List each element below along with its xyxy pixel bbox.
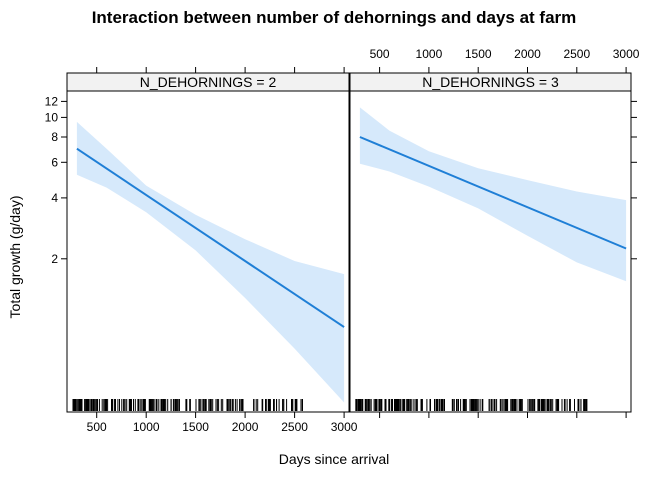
x-tick-label: 1500 [182, 420, 209, 434]
x-tick-label: 2000 [514, 47, 541, 61]
x-tick-label: 1000 [416, 47, 443, 61]
panel-frame [66, 72, 350, 413]
y-tick-label: 10 [45, 110, 59, 124]
x-tick-label: 2500 [563, 47, 590, 61]
x-tick-label: 2000 [232, 420, 259, 434]
confidence-band [76, 121, 345, 403]
y-tick-label: 8 [51, 130, 58, 144]
confidence-band [359, 107, 627, 282]
strip-label: N_DEHORNINGS = 3 [422, 74, 559, 90]
x-tick-label: 3000 [331, 420, 358, 434]
x-axis-label: Days since arrival [279, 451, 389, 467]
fit-line [76, 147, 345, 328]
y-tick-label: 4 [51, 191, 58, 205]
x-tick-label: 3000 [613, 47, 640, 61]
x-tick-label: 1000 [133, 420, 160, 434]
fit-line [359, 136, 627, 250]
y-tick-label: 6 [51, 155, 58, 169]
x-tick-label: 500 [370, 47, 390, 61]
x-tick-label: 1500 [465, 47, 492, 61]
x-tick-label: 2500 [281, 420, 308, 434]
strip-label: N_DEHORNINGS = 2 [140, 74, 277, 90]
x-tick-label: 500 [87, 420, 107, 434]
y-tick-label: 2 [51, 252, 58, 266]
chart-title: Interaction between number of dehornings… [92, 8, 577, 27]
y-axis-label: Total growth (g/day) [7, 196, 23, 319]
y-tick-label: 12 [45, 94, 59, 108]
panel-frame [349, 72, 632, 413]
